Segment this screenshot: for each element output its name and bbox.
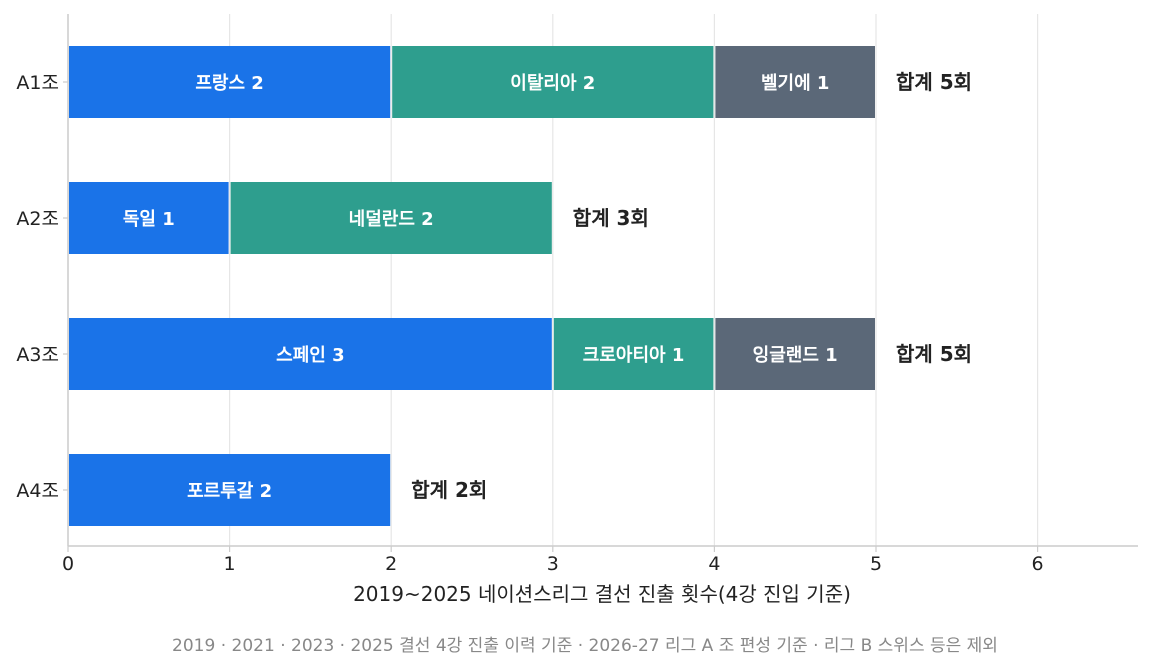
footnote: 2019 · 2021 · 2023 · 2025 결선 4강 진출 이력 기준… (172, 636, 998, 656)
segment-label-4-1: 포르투갈 2 (187, 480, 272, 502)
axes-group: 0 1 2 3 4 5 6 (62, 14, 1138, 575)
bar-segment-1-3 (715, 46, 875, 118)
bar-segment-3-1 (69, 318, 552, 390)
x-tick-label-1: 1 (224, 553, 236, 575)
category-label-3: A3조 (16, 344, 59, 366)
x-axis-title: 2019~2025 네이션스리그 결선 진출 횟수(4강 진입 기준) (353, 582, 851, 606)
bar-segment-2-2 (230, 182, 552, 254)
x-tick-label-6: 6 (1032, 553, 1044, 575)
bar-segment-3-2 (553, 318, 714, 390)
total-label-3: 합계 5회 (896, 342, 972, 366)
total-label-1: 합계 5회 (896, 70, 972, 94)
category-label-4: A4조 (16, 480, 59, 502)
bar-segment-4-1 (69, 454, 391, 526)
bars-group (69, 46, 875, 526)
x-tick-label-2: 2 (385, 553, 397, 575)
segment-label-1-1: 프랑스 2 (195, 73, 263, 94)
segment-label-2-2: 네덜란드 2 (349, 209, 434, 230)
bar-segment-3-3 (715, 318, 875, 390)
segment-label-2-1: 독일 1 (123, 209, 175, 230)
x-tick-label-4: 4 (708, 553, 720, 575)
segment-label-3-1: 스페인 3 (276, 345, 344, 366)
x-tick-label-5: 5 (870, 553, 882, 575)
bar-segment-2-1 (69, 182, 229, 254)
segment-label-3-2: 크로아티아 1 (583, 345, 685, 366)
segment-label-3-3: 잉글랜드 1 (753, 345, 838, 366)
category-label-1: A1조 (16, 72, 59, 94)
x-tick-label-0: 0 (62, 553, 74, 575)
segment-label-1-2: 이탈리아 2 (510, 73, 595, 94)
total-label-4: 합계 2회 (411, 478, 487, 502)
x-tick-label-3: 3 (547, 553, 559, 575)
segment-label-1-3: 벨기에 1 (761, 73, 829, 94)
category-label-2: A2조 (16, 208, 59, 230)
total-label-2: 합계 3회 (573, 206, 649, 230)
labels-group: A1조 프랑스 2 이탈리아 2 벨기에 1 합계 5회 A2조 독일 1 네덜란드 2 합계 … (16, 70, 972, 502)
bar-segment-1-1 (69, 46, 391, 118)
bar-segment-1-2 (392, 46, 714, 118)
